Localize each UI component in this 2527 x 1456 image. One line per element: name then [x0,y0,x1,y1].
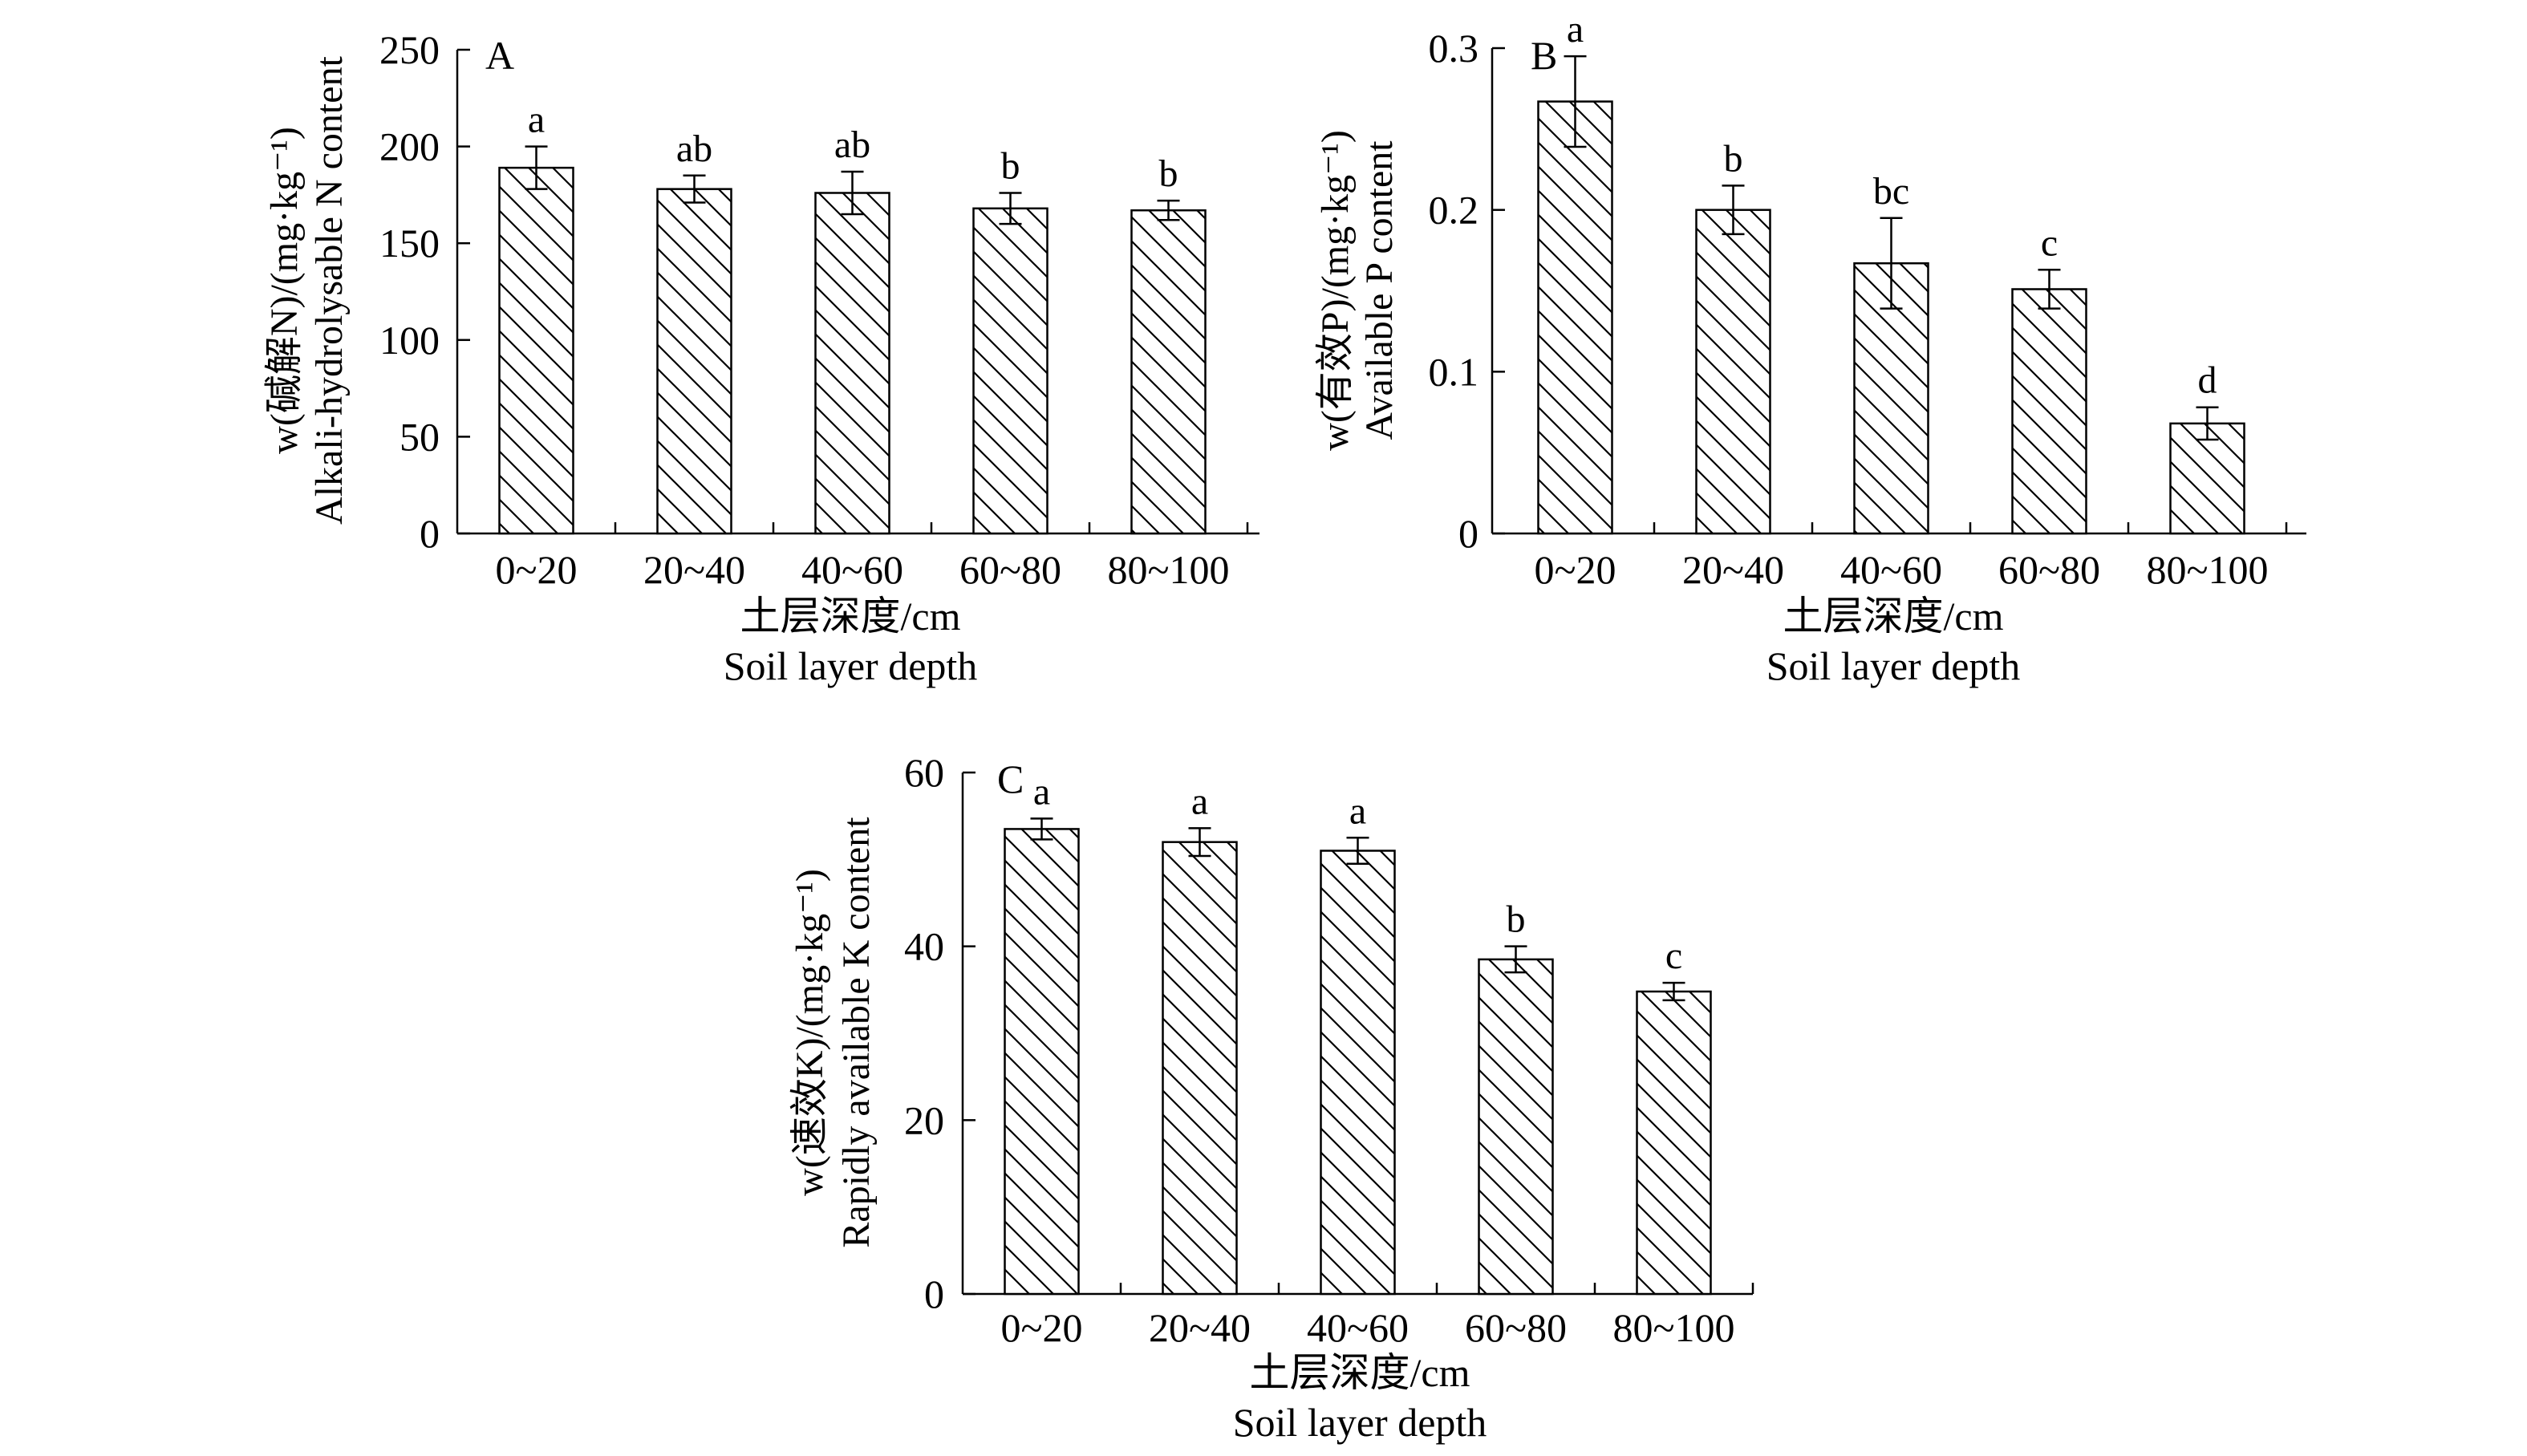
x-tick-label: 0~20 [1534,547,1616,592]
error-bar [1157,199,1180,221]
y-tick-label: 0.1 [1429,349,1479,394]
significance-letter: a [1349,789,1366,832]
error-bar [1188,827,1211,858]
panel-label: C [997,756,1024,801]
significance-letter: b [1001,144,1020,187]
y-tick-label: 100 [379,318,440,363]
error-bar [1504,945,1527,974]
bar-0~20 [1004,828,1080,1296]
y-axis-title-cn: w(碱解N)/(mg·kg⁻¹) [263,127,306,454]
y-axis-title-cn: w(有效P)/(mg·kg⁻¹) [1314,130,1357,451]
bar-80~100 [1130,209,1207,535]
x-tick-label: 80~100 [2146,547,2268,592]
significance-letter: b [1159,152,1178,195]
bar-40~60 [814,192,890,535]
x-axis-title-en: Soil layer depth [1233,1400,1487,1445]
significance-letter: a [1567,8,1584,51]
panel-label: A [485,33,514,78]
significance-letter: b [1724,137,1743,180]
x-axis-title-en: Soil layer depth [724,643,978,688]
significance-letter: a [528,99,545,141]
error-bar [1880,217,1903,310]
x-tick-label: 40~60 [1307,1305,1409,1350]
y-tick-label: 0.2 [1429,188,1479,233]
y-tick-label: 150 [379,221,440,266]
x-tick-label: 20~40 [643,547,745,592]
significance-letter: a [1191,780,1208,822]
x-tick-label: 80~100 [1612,1305,1734,1350]
x-tick-label: 0~20 [1000,1305,1082,1350]
chart-panel-b: 0 0.1 0.2 0.3 a 0~20 b 20~40 bc 40~60 c 60~80 d 80~10… [1314,8,2306,688]
bar-40~60 [1320,850,1396,1296]
x-tick-label: 40~60 [801,547,903,592]
bar-20~40 [1162,841,1238,1296]
bar-80~100 [2169,422,2245,535]
panel-label: B [1531,33,1557,78]
y-axis-title-cn: w(速效K)/(mg·kg⁻¹) [789,869,831,1196]
y-tick-label: 0 [1458,511,1478,556]
y-tick-label: 20 [904,1097,944,1142]
bar-20~40 [1695,209,1771,535]
error-bar [525,145,548,190]
x-tick-label: 60~80 [1998,547,2100,592]
x-tick-label: 0~20 [495,547,577,592]
error-bar [999,192,1022,225]
y-tick-label: 250 [379,27,440,72]
error-bar [841,170,864,216]
bar-60~80 [1478,958,1554,1296]
significance-letter: ab [676,128,712,170]
x-tick-label: 20~40 [1149,1305,1251,1350]
bar-60~80 [972,207,1049,535]
y-tick-label: 40 [904,924,944,969]
y-axis-title-en: Alkali-hydrolysable N content [308,55,351,525]
error-bar [2038,269,2061,310]
y-tick-label: 50 [400,414,440,459]
x-tick-label: 20~40 [1682,547,1784,592]
y-tick-label: 0 [420,511,440,556]
x-tick-label: 40~60 [1840,547,1942,592]
x-axis-title-cn: 土层深度/cm [740,594,961,639]
significance-letter: ab [834,124,870,166]
bar-80~100 [1636,990,1712,1296]
significance-letter: a [1033,770,1050,813]
bar-0~20 [1537,100,1613,535]
y-tick-label: 60 [904,750,944,795]
x-axis-title-en: Soil layer depth [1766,643,2021,688]
y-tick-label: 200 [379,124,440,169]
chart-panel-c: 0 20 40 60 a 0~20 a 20~40 a 40~60 b 60~80 c 80~100 C 土层… [789,750,1754,1445]
x-axis-title-cn: 土层深度/cm [1783,594,2004,639]
error-bar [683,174,706,204]
chart-panel-a: 0 50 100 150 200 250 a 0~20 ab 20~40 ab 40~60 b 60~80… [263,27,1259,688]
y-tick-label: 0.3 [1429,26,1479,71]
y-axis-title-en: Available P content [1358,140,1401,440]
significance-letter: bc [1873,170,1909,213]
error-bar [2196,406,2219,441]
significance-letter: b [1507,898,1526,941]
y-tick-label: 0 [924,1271,944,1316]
error-bar [1564,55,1587,148]
y-axis-title-en: Rapidly available K content [835,817,878,1248]
error-bar [1662,981,1685,1002]
error-bar [1030,817,1053,841]
x-axis-title-cn: 土层深度/cm [1250,1350,1470,1395]
significance-letter: d [2198,359,2217,402]
significance-letter: c [1665,935,1682,977]
bar-0~20 [498,166,574,535]
bar-20~40 [656,188,732,535]
x-tick-label: 80~100 [1107,547,1229,592]
error-bar [1722,185,1745,236]
bar-60~80 [2011,288,2087,535]
x-tick-label: 60~80 [1465,1305,1567,1350]
significance-letter: c [2041,221,2058,264]
error-bar [1346,837,1369,865]
x-tick-label: 60~80 [959,547,1061,592]
